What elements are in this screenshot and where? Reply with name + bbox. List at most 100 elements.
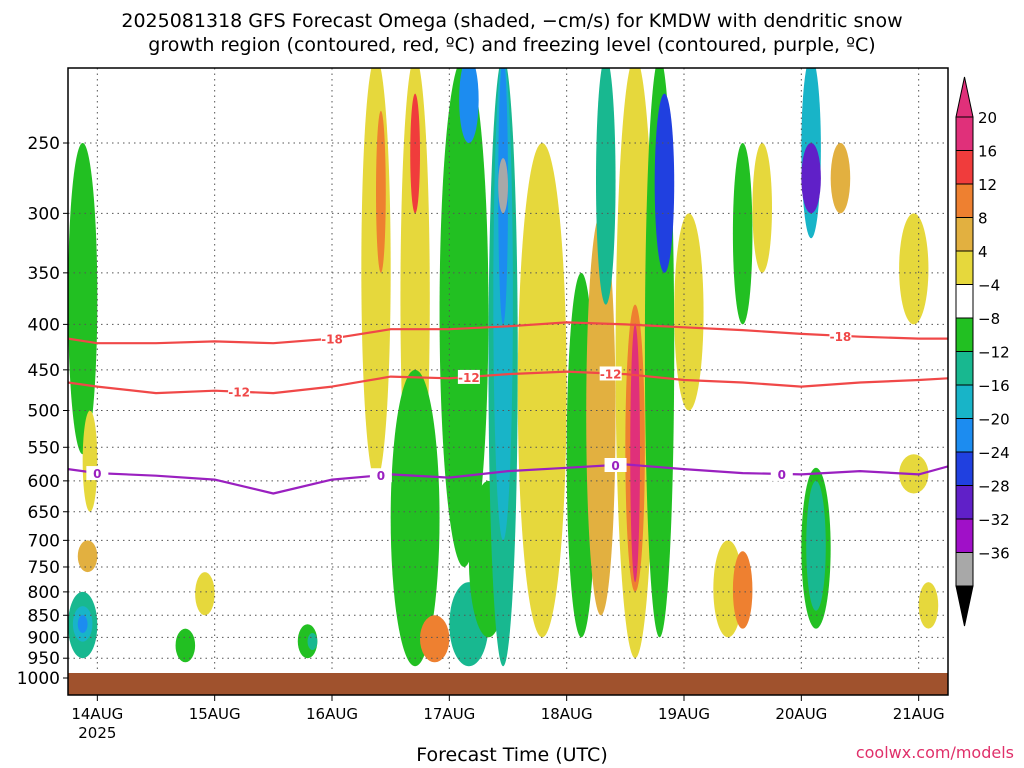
y-tick-label: 550	[28, 438, 60, 458]
omega-region	[732, 143, 753, 325]
omega-region	[830, 143, 851, 214]
chart-title-line-2: growth region (contoured, red, ºC) and f…	[148, 34, 876, 56]
y-tick-label: 950	[28, 649, 60, 669]
y-tick-label: 250	[28, 134, 60, 154]
omega-region	[801, 143, 821, 214]
colorbar-swatch	[955, 116, 974, 151]
colorbar-swatch	[955, 217, 974, 252]
x-tick-label: 15AUG	[189, 705, 241, 723]
contour-label: -12	[600, 367, 622, 381]
omega-region	[654, 93, 675, 273]
omega-region	[586, 213, 616, 616]
omega-region	[361, 68, 391, 481]
contour-label-bg	[604, 457, 627, 472]
x-axis: 14AUG 15AUG 16AUG 17AUG 18AUG 19AUG 20AUG 21AUG…	[71, 695, 945, 742]
contour-label: 0	[93, 467, 101, 481]
omega-region	[517, 143, 567, 638]
y-tick-label: 800	[28, 583, 60, 603]
colorbar-swatch	[955, 183, 974, 218]
colorbar-tick-label: −20	[978, 411, 1010, 429]
colorbar-swatch	[955, 284, 974, 319]
y-tick-label: 1000	[17, 669, 60, 689]
colorbar-bottom-arrow	[955, 585, 974, 627]
ground-shading	[68, 673, 948, 695]
y-tick-label: 650	[28, 503, 60, 523]
y-tick-label: 900	[28, 628, 60, 648]
contour-line	[68, 463, 948, 495]
colorbar-tick-label: 8	[978, 210, 988, 228]
contour-line	[68, 370, 948, 395]
colorbar-legend: 20 16 12 8 4 −4 −8 −12 −16 −20 −24 −28 −32 −36	[955, 76, 1010, 627]
colorbar-swatch	[955, 384, 974, 419]
omega-region	[175, 628, 196, 663]
omega-region	[307, 633, 318, 650]
contour-label: 0	[377, 469, 385, 483]
colorbar-tick-label: −12	[978, 344, 1010, 362]
omega-region	[674, 213, 704, 411]
omega-region	[918, 582, 939, 629]
x-tick-label: 16AUG	[306, 705, 358, 723]
colorbar-swatch	[955, 150, 974, 185]
credit-link[interactable]: coolwx.com/models	[855, 743, 1014, 762]
omega-region	[68, 143, 98, 455]
omega-region	[439, 68, 489, 567]
colorbar-swatch	[955, 351, 974, 386]
colorbar-swatch	[955, 317, 974, 352]
contour-label-bg	[321, 331, 343, 346]
contour-line	[68, 321, 948, 345]
colorbar-tick-label: −4	[978, 277, 1000, 295]
x-tick-label: 14AUG	[71, 705, 123, 723]
contour-label-bg	[228, 384, 251, 399]
omega-region	[77, 540, 98, 573]
y-tick-label: 350	[28, 264, 60, 284]
colorbar-tick-label: 16	[978, 143, 997, 161]
colorbar-tick-label: −32	[978, 511, 1010, 529]
omega-region	[459, 68, 479, 143]
colorbar-swatch	[955, 518, 974, 553]
contour-label: -12	[458, 371, 480, 385]
y-tick-label: 600	[28, 472, 60, 492]
colorbar-swatch	[955, 451, 974, 486]
y-tick-label: 500	[28, 402, 60, 422]
omega-region	[596, 68, 616, 305]
contour-label-bg	[829, 328, 852, 343]
omega-region	[376, 110, 386, 273]
colorbar-swatch	[955, 552, 974, 587]
contour-label-bg	[599, 366, 622, 381]
x-tick-label: 17AUG	[423, 705, 475, 723]
omega-region	[630, 324, 640, 583]
contour-label: 0	[778, 468, 786, 482]
colorbar-tick-label: −24	[978, 444, 1010, 462]
colorbar-tick-label: 20	[978, 109, 997, 127]
omega-region	[899, 213, 929, 325]
colorbar-tick-label: −36	[978, 545, 1010, 563]
colorbar-tick-label: −8	[978, 310, 1000, 328]
y-tick-label: 750	[28, 558, 60, 578]
y-tick-label: 850	[28, 606, 60, 626]
y-tick-label: 450	[28, 361, 60, 381]
x-tick-label: 21AUG	[893, 705, 945, 723]
omega-region	[195, 572, 215, 616]
omega-region	[410, 93, 420, 214]
contour-label: 0	[611, 459, 619, 473]
y-axis: 2503003504004505005506006507007508008509…	[17, 134, 68, 689]
colorbar-tick-label: −28	[978, 478, 1010, 496]
colorbar-swatch	[955, 485, 974, 520]
plot-frame	[67, 67, 949, 696]
contour-label: -12	[228, 386, 250, 400]
x-tick-label: 20AUG	[775, 705, 827, 723]
colorbar-swatch	[955, 250, 974, 285]
y-tick-label: 700	[28, 531, 60, 551]
omega-region	[77, 615, 88, 634]
x-year-label: 2025	[78, 724, 116, 742]
colorbar-top-arrow	[955, 76, 974, 118]
x-axis-label: Forecast Time (UTC)	[416, 744, 608, 766]
ground-layer	[68, 673, 948, 695]
colorbar-tick-label: 12	[978, 176, 997, 194]
y-tick-label: 400	[28, 315, 60, 335]
chart-title-line-1: 2025081318 GFS Forecast Omega (shaded, −…	[121, 10, 903, 32]
contour-label-bg	[86, 466, 109, 481]
omega-region	[752, 143, 772, 273]
omega-region	[82, 410, 98, 512]
